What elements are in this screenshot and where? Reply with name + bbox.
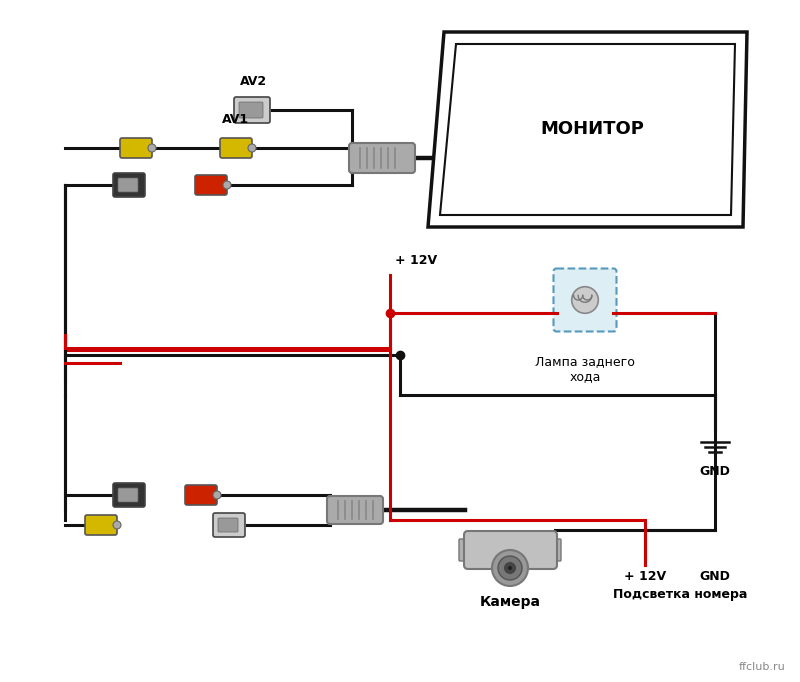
Circle shape	[508, 566, 512, 570]
FancyBboxPatch shape	[464, 531, 557, 569]
FancyBboxPatch shape	[85, 515, 117, 535]
FancyBboxPatch shape	[218, 518, 238, 532]
Text: + 12V: + 12V	[624, 570, 666, 583]
Polygon shape	[440, 44, 735, 215]
Text: AV1: AV1	[222, 113, 250, 126]
Polygon shape	[428, 32, 747, 227]
Circle shape	[148, 144, 156, 152]
Text: МОНИТОР: МОНИТОР	[541, 121, 645, 138]
Circle shape	[492, 550, 528, 586]
Text: GND: GND	[699, 465, 730, 478]
FancyBboxPatch shape	[327, 496, 383, 524]
FancyBboxPatch shape	[118, 178, 138, 192]
Text: ffclub.ru: ffclub.ru	[738, 662, 785, 672]
FancyBboxPatch shape	[234, 97, 270, 123]
Circle shape	[113, 521, 121, 529]
Text: + 12V: + 12V	[395, 254, 437, 267]
Circle shape	[223, 181, 231, 189]
FancyBboxPatch shape	[349, 143, 415, 173]
FancyBboxPatch shape	[551, 539, 561, 561]
FancyBboxPatch shape	[113, 173, 145, 197]
FancyBboxPatch shape	[213, 513, 245, 537]
Circle shape	[572, 286, 598, 313]
FancyBboxPatch shape	[554, 269, 617, 331]
FancyBboxPatch shape	[239, 102, 263, 118]
Circle shape	[213, 491, 221, 499]
FancyBboxPatch shape	[195, 175, 227, 195]
FancyBboxPatch shape	[185, 485, 217, 505]
Circle shape	[504, 562, 516, 574]
Text: Подсветка номера: Подсветка номера	[613, 588, 747, 601]
FancyBboxPatch shape	[113, 483, 145, 507]
Circle shape	[248, 144, 256, 152]
Text: Камера: Камера	[479, 595, 541, 609]
FancyBboxPatch shape	[120, 138, 152, 158]
Circle shape	[498, 556, 522, 580]
FancyBboxPatch shape	[459, 539, 469, 561]
Text: Лампа заднего
хода: Лампа заднего хода	[535, 355, 635, 383]
FancyBboxPatch shape	[118, 488, 138, 502]
Text: GND: GND	[699, 570, 730, 583]
FancyBboxPatch shape	[220, 138, 252, 158]
Text: AV2: AV2	[241, 75, 267, 88]
